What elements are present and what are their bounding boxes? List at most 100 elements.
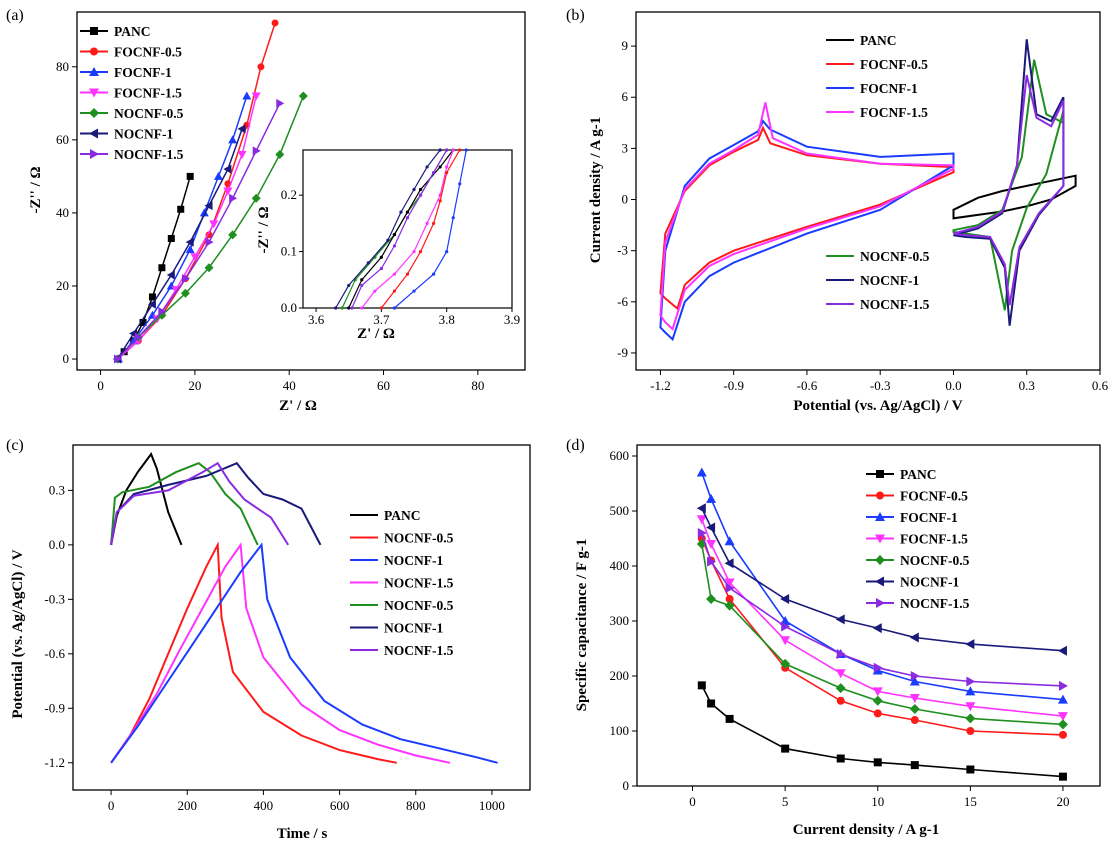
- chart-panel-a: 0 20 40 60 80 0 20 40 60 80 PANC FOCNF-0.5 FOCNF-1 FO…: [56, 11, 526, 393]
- legend-label: NOCNF-0.5: [114, 106, 184, 121]
- panel-label-a: (a): [6, 7, 24, 24]
- data-point: [114, 354, 123, 364]
- inset-series-line: [348, 149, 454, 309]
- y-tick-label: -0.9: [44, 700, 65, 715]
- data-point: [1057, 712, 1068, 722]
- series-line: [117, 176, 191, 360]
- data-point: [835, 683, 846, 694]
- data-point: [204, 201, 213, 211]
- data-point: [252, 146, 261, 156]
- data-point: [909, 632, 919, 643]
- data-point: [872, 695, 883, 706]
- inset-data-point: [350, 306, 354, 310]
- inset-data-point: [399, 210, 403, 214]
- data-point: [910, 716, 919, 724]
- data-point: [696, 515, 707, 525]
- cv-curve: [952, 59, 1065, 311]
- data-point: [781, 744, 790, 753]
- legend-label: PANC: [114, 24, 151, 39]
- data-point: [724, 578, 735, 588]
- legend-label: PANC: [900, 467, 937, 482]
- inset-data-point: [438, 148, 442, 152]
- inset-data-point: [425, 221, 429, 225]
- data-point: [724, 536, 735, 546]
- legend-label: NOCNF-1: [384, 621, 443, 636]
- data-point: [873, 662, 883, 673]
- data-point: [707, 699, 716, 708]
- legend-marker: [876, 491, 884, 500]
- y-tick-label: 400: [610, 558, 630, 573]
- cv-curve: [659, 102, 955, 331]
- data-point: [1057, 719, 1068, 730]
- inset-data-point: [347, 306, 351, 310]
- data-point: [251, 193, 261, 203]
- series-line: [701, 472, 1064, 701]
- legend-label: NOCNF-1: [900, 575, 959, 590]
- cv-curve: [953, 74, 1065, 306]
- inset-x-tick-label: 3.9: [504, 312, 520, 327]
- gcd-curve: [110, 462, 259, 546]
- legend-label: NOCNF-1: [114, 127, 173, 142]
- axes-frame: [635, 11, 1101, 371]
- data-point: [166, 270, 175, 280]
- y-tick-label: 0: [63, 351, 70, 366]
- data-point: [237, 124, 246, 134]
- x-tick-label: 0.3: [1019, 378, 1035, 393]
- y-tick-label: 300: [610, 613, 630, 628]
- inset-data-point: [392, 289, 397, 293]
- legend-marker: [89, 128, 98, 139]
- data-point: [965, 713, 976, 724]
- inset-data-point: [379, 306, 383, 310]
- data-point: [966, 676, 976, 687]
- panel-c-ylabel: Potential (vs. Ag/AgCl) / V: [10, 549, 26, 718]
- data-point: [836, 696, 845, 705]
- y-tick-label: 0.0: [49, 537, 65, 552]
- data-point: [271, 19, 279, 27]
- y-tick-label: 9: [622, 38, 629, 53]
- y-tick-label: 0: [623, 778, 630, 793]
- data-point: [177, 205, 185, 213]
- gcd-curve: [110, 461, 322, 546]
- y-tick-label: -3: [617, 243, 628, 258]
- panel-label-b: (b): [566, 7, 585, 24]
- legend-label: FOCNF-0.5: [860, 57, 928, 72]
- x-tick-label: 600: [330, 798, 350, 813]
- inset-data-point: [432, 170, 436, 175]
- inset-data-point: [412, 187, 416, 192]
- data-point: [242, 91, 252, 100]
- legend-label: NOCNF-0.5: [384, 531, 454, 546]
- inset-data-point: [432, 221, 436, 225]
- data-point: [205, 237, 214, 247]
- inset-data-point: [412, 249, 416, 254]
- data-point: [966, 727, 975, 735]
- data-point: [223, 187, 233, 196]
- x-tick-label: -0.3: [870, 378, 891, 393]
- y-tick-label: 0.3: [49, 482, 65, 497]
- panel-d-ylabel: Specific capacitance / F g-1: [574, 539, 590, 712]
- gcd-curve: [110, 452, 183, 546]
- x-tick-label: 0: [97, 378, 104, 393]
- data-point: [1058, 772, 1067, 781]
- y-tick-label: 6: [622, 89, 629, 104]
- data-point: [158, 264, 166, 272]
- inset-data-point: [360, 278, 364, 282]
- gcd-curve: [110, 542, 498, 764]
- inset-data-point: [340, 306, 344, 310]
- legend-label: FOCNF-1: [860, 81, 918, 96]
- data-point: [1058, 730, 1067, 739]
- inset-data-point: [464, 148, 468, 152]
- series-line: [701, 519, 1064, 717]
- data-point: [697, 681, 706, 690]
- data-point: [872, 687, 883, 697]
- legend-label: FOCNF-1: [114, 65, 172, 80]
- data-point: [228, 135, 238, 144]
- data-point: [180, 288, 190, 298]
- inset-data-point: [392, 272, 397, 276]
- gcd-curve: [110, 542, 451, 764]
- panel-d-xlabel: Current density / A g-1: [793, 822, 939, 838]
- chart-panel-b: -1.2 -0.9 -0.6 -0.3 0.0 0.3 0.6 -9 -6 -3 0 3 6 9 PANC F…: [617, 11, 1109, 393]
- data-point: [1057, 694, 1068, 704]
- inset-y-tick-label: 0.1: [281, 244, 297, 259]
- inset-data-point: [373, 289, 377, 293]
- y-tick-label: 200: [610, 668, 630, 683]
